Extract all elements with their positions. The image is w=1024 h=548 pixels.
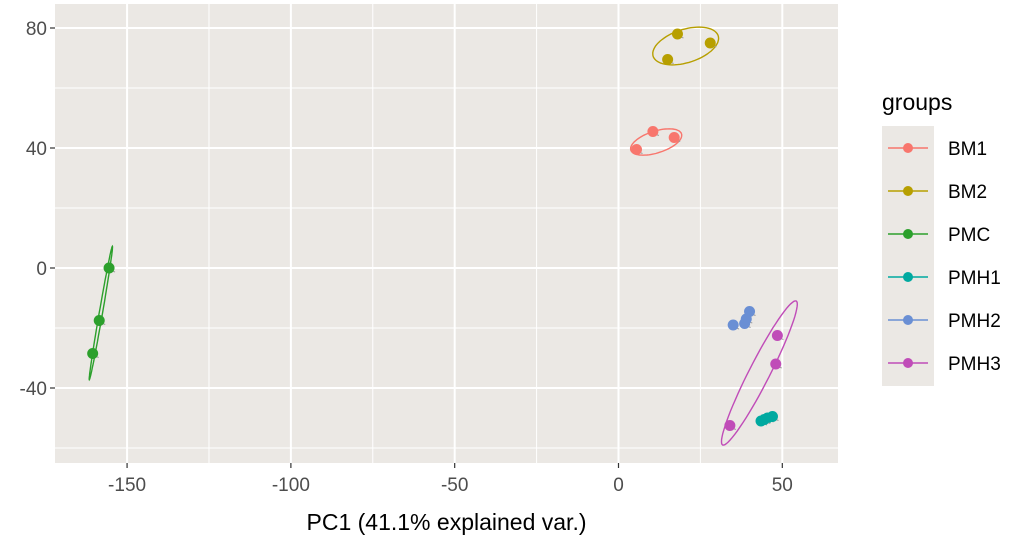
point-bm2 bbox=[704, 37, 716, 49]
group-ellipses bbox=[88, 26, 799, 446]
legend-label-bm2: BM2 bbox=[948, 182, 987, 203]
point-pmh2 bbox=[727, 319, 739, 331]
legend-label-pmc: PMC bbox=[948, 225, 990, 246]
legend-label-pmh3: PMH3 bbox=[948, 354, 1001, 375]
point-bm1 bbox=[647, 126, 659, 137]
point-pmh2 bbox=[740, 313, 752, 325]
data-points bbox=[87, 28, 784, 431]
x-tick-label: -50 bbox=[441, 475, 468, 496]
point-pmh3 bbox=[770, 358, 782, 370]
legend-items: BM1 BM2 PMC PMH1 PMH2 PMH3 bbox=[888, 139, 1001, 375]
point-bm1 bbox=[631, 144, 643, 155]
ellipse-pmc bbox=[88, 244, 114, 382]
point-pmh3 bbox=[724, 420, 736, 431]
point-pmc bbox=[93, 315, 105, 326]
legend-label-pmh2: PMH2 bbox=[948, 311, 1001, 332]
y-tick-label: 0 bbox=[36, 259, 47, 280]
point-pmc bbox=[103, 262, 115, 274]
plot-panel bbox=[55, 4, 838, 463]
ellipse-pmh3 bbox=[720, 300, 799, 446]
x-tick-label: -100 bbox=[272, 475, 310, 496]
minor-gridlines bbox=[55, 4, 838, 463]
x-tick-label: -150 bbox=[108, 475, 146, 496]
tick-labels: -150 -100 -50 0 50 -40 0 40 80 bbox=[20, 19, 793, 496]
legend-key-point-bm2 bbox=[903, 186, 913, 196]
major-gridlines bbox=[55, 4, 838, 463]
point-bm2 bbox=[662, 54, 674, 65]
ellipse-bm1 bbox=[629, 128, 683, 156]
point-pmh1 bbox=[758, 414, 770, 425]
legend-title: groups bbox=[882, 89, 952, 115]
legend: groups BM1 BM2 PMC PMH1 PMH2 PMH3 bbox=[882, 89, 1001, 386]
x-tick-label: 0 bbox=[613, 475, 624, 496]
ellipse-bm2 bbox=[652, 26, 720, 66]
point-pmh3 bbox=[771, 330, 783, 341]
x-axis-title: PC1 (41.1% explained var.) bbox=[307, 509, 587, 535]
legend-key-point-pmc bbox=[903, 229, 913, 239]
legend-label-pmh1: PMH1 bbox=[948, 268, 1001, 289]
legend-key-point-bm1 bbox=[903, 143, 913, 153]
y-tick-label: 40 bbox=[26, 139, 47, 160]
legend-key-point-pmh3 bbox=[903, 358, 913, 368]
legend-key-background bbox=[882, 126, 934, 386]
point-bm1 bbox=[668, 132, 680, 143]
legend-key-point-pmh1 bbox=[903, 272, 913, 282]
x-tick-label: 50 bbox=[772, 475, 793, 496]
legend-key-point-pmh2 bbox=[903, 315, 913, 325]
point-bm2 bbox=[671, 28, 683, 40]
y-tick-label: 80 bbox=[26, 19, 47, 40]
legend-label-bm1: BM1 bbox=[948, 139, 987, 160]
point-pmc bbox=[87, 348, 99, 359]
y-tick-label: -40 bbox=[20, 379, 47, 400]
axis-ticks bbox=[50, 27, 783, 468]
